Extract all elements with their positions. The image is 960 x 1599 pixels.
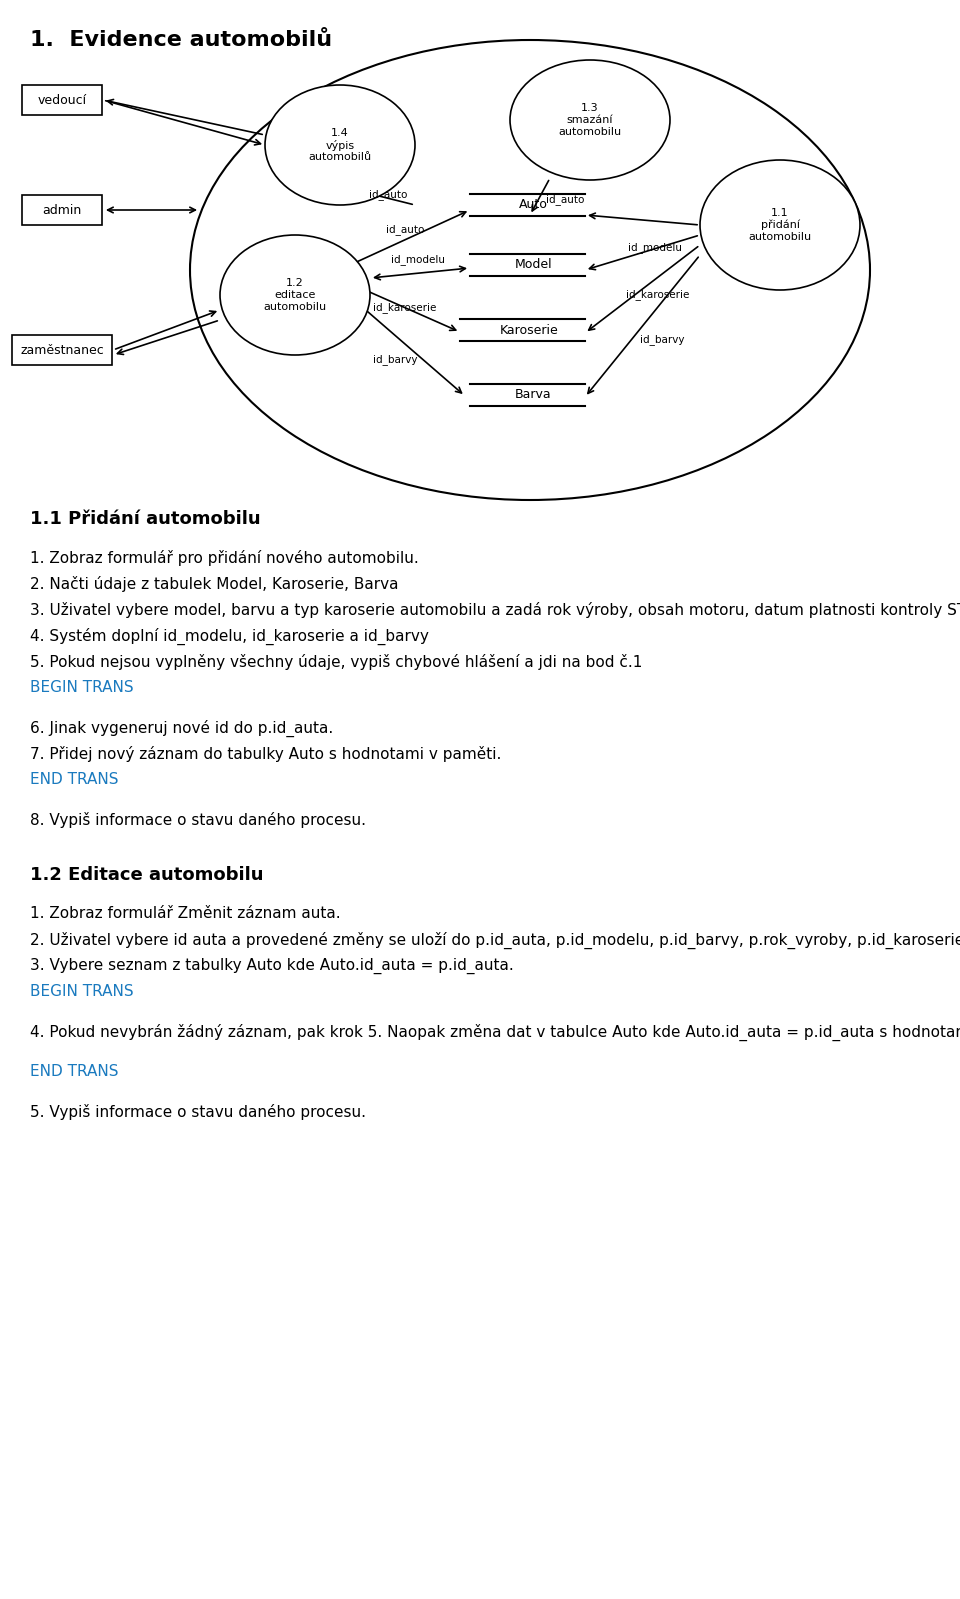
Text: 5. Pokud nejsou vyplněny všechny údaje, vypiš chybové hlášení a jdi na bod č.1: 5. Pokud nejsou vyplněny všechny údaje, … [30,654,642,670]
Text: id_barvy: id_barvy [372,355,418,366]
Text: 3. Uživatel vybere model, barvu a typ karoserie automobilu a zadá rok výroby, ob: 3. Uživatel vybere model, barvu a typ ka… [30,601,960,617]
Ellipse shape [220,235,370,355]
Text: 3. Vybere seznam z tabulky Auto kde Auto.id_auta = p.id_auta.: 3. Vybere seznam z tabulky Auto kde Auto… [30,958,514,974]
Text: 7. Přidej nový záznam do tabulky Auto s hodnotami v paměti.: 7. Přidej nový záznam do tabulky Auto s … [30,747,501,763]
Text: 1.3
smazání
automobilu: 1.3 smazání automobilu [559,104,621,136]
Text: 1. Zobraz formulář Změnit záznam auta.: 1. Zobraz formulář Změnit záznam auta. [30,907,341,921]
Text: 1.4
výpis
automobilů: 1.4 výpis automobilů [308,128,372,161]
FancyBboxPatch shape [12,336,112,365]
Ellipse shape [510,61,670,181]
Text: Karoserie: Karoserie [499,323,558,336]
FancyBboxPatch shape [22,85,102,115]
Text: id_barvy: id_barvy [639,334,684,345]
Text: zaměstnanec: zaměstnanec [20,344,104,357]
Text: id_auto: id_auto [369,190,407,200]
Text: Barva: Barva [515,389,552,401]
Text: 1.1
přidání
automobilu: 1.1 přidání automobilu [749,208,811,241]
FancyBboxPatch shape [22,195,102,225]
Text: 4. Pokud nevybrán žádný záznam, pak krok 5. Naopak změna dat v tabulce Auto kde : 4. Pokud nevybrán žádný záznam, pak krok… [30,1023,960,1041]
Text: 6. Jinak vygeneruj nové id do p.id_auta.: 6. Jinak vygeneruj nové id do p.id_auta. [30,720,333,737]
Text: id_auto: id_auto [546,195,585,205]
Text: END TRANS: END TRANS [30,772,118,787]
Text: id_karoserie: id_karoserie [373,302,437,313]
Text: id_karoserie: id_karoserie [626,289,689,301]
Ellipse shape [265,85,415,205]
Text: id_auto: id_auto [386,224,424,235]
Ellipse shape [700,160,860,289]
Text: 1.2 Editace automobilu: 1.2 Editace automobilu [30,867,263,884]
Text: 1. Zobraz formulář pro přidání nového automobilu.: 1. Zobraz formulář pro přidání nového au… [30,550,419,566]
Text: id_modelu: id_modelu [628,243,682,254]
Text: 1.2
editace
automobilu: 1.2 editace automobilu [263,278,326,312]
Text: vedoucí: vedoucí [37,93,86,107]
Text: 2. Uživatel vybere id auta a provedené změny se uloží do p.id_auta, p.id_modelu,: 2. Uživatel vybere id auta a provedené z… [30,932,960,950]
Text: 5. Vypiš informace o stavu daného procesu.: 5. Vypiš informace o stavu daného proces… [30,1103,366,1119]
Text: 8. Vypiš informace o stavu daného procesu.: 8. Vypiš informace o stavu daného proces… [30,812,366,828]
Text: BEGIN TRANS: BEGIN TRANS [30,983,133,999]
Text: END TRANS: END TRANS [30,1063,118,1079]
Text: 1.1 Přidání automobilu: 1.1 Přidání automobilu [30,510,260,528]
Text: 1.  Evidence automobilů: 1. Evidence automobilů [30,30,332,50]
Text: admin: admin [42,203,82,216]
Text: BEGIN TRANS: BEGIN TRANS [30,680,133,696]
Text: 4. Systém doplní id_modelu, id_karoserie a id_barvy: 4. Systém doplní id_modelu, id_karoserie… [30,628,429,646]
Text: 2. Načti údaje z tabulek Model, Karoserie, Barva: 2. Načti údaje z tabulek Model, Karoseri… [30,576,398,592]
Text: Model: Model [515,259,552,272]
Text: Auto: Auto [518,198,548,211]
Text: id_modelu: id_modelu [391,254,445,265]
